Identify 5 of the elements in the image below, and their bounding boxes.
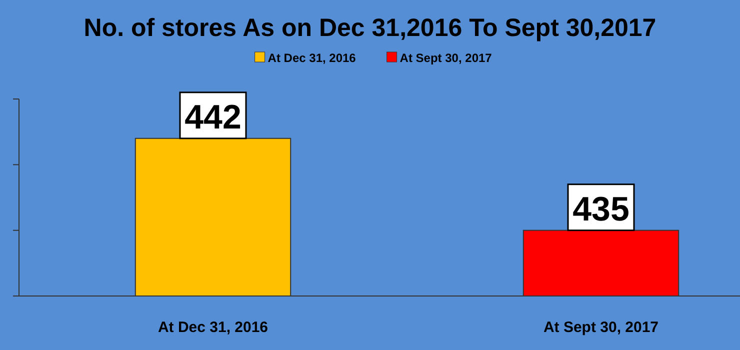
chart-title: No. of stores As on Dec 31,2016 To Sept 30,2017 [84, 14, 656, 42]
data-label: 442 [184, 98, 242, 136]
legend-label: At Dec 31, 2016 [268, 51, 356, 65]
legend-label: At Sept 30, 2017 [400, 51, 492, 65]
data-label: 435 [572, 190, 630, 228]
